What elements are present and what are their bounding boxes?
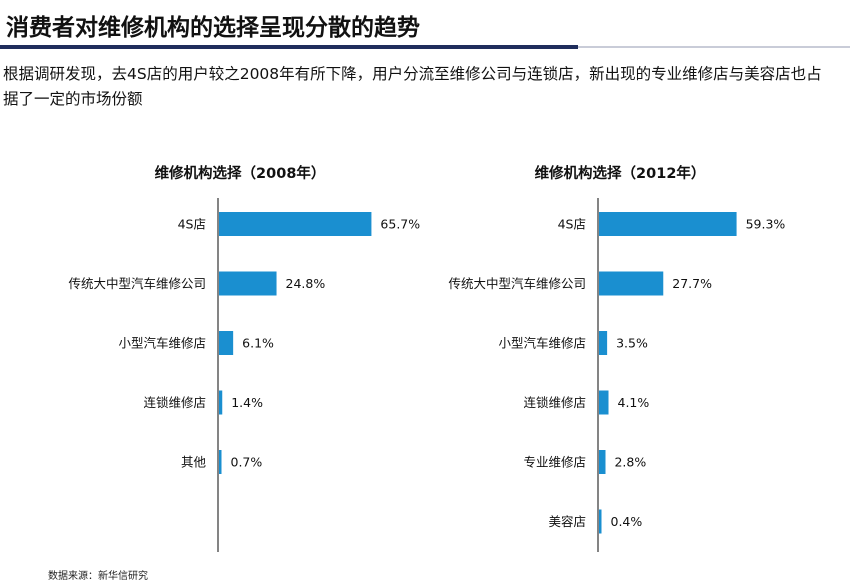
value-label: 65.7% bbox=[380, 217, 420, 232]
value-label: 59.3% bbox=[746, 217, 786, 232]
category-label: 小型汽车维修店 bbox=[498, 336, 586, 351]
bar bbox=[599, 271, 664, 296]
bar bbox=[219, 212, 372, 236]
bar bbox=[219, 390, 223, 415]
bar bbox=[599, 509, 602, 534]
page-subtitle: 根据调研发现，去4S店的用户较之2008年有所下降，用户分流至维修公司与连锁店，… bbox=[3, 65, 822, 108]
chart-title: 维修机构选择（2008年） bbox=[155, 164, 326, 182]
value-label: 0.7% bbox=[231, 455, 263, 470]
category-label: 4S店 bbox=[178, 217, 206, 232]
title-rule-light bbox=[578, 46, 850, 48]
category-label: 美容店 bbox=[548, 514, 586, 529]
page-title: 消费者对维修机构的选择呈现分散的趋势 bbox=[6, 15, 420, 41]
category-label: 传统大中型汽车维修公司 bbox=[448, 276, 586, 291]
source-note: 数据来源：新华信研究 bbox=[48, 571, 148, 582]
value-label: 3.5% bbox=[616, 336, 648, 351]
title-rule bbox=[0, 45, 578, 49]
category-label: 连锁维修店 bbox=[523, 395, 586, 410]
bar bbox=[599, 212, 737, 236]
value-label: 27.7% bbox=[672, 276, 712, 291]
value-label: 6.1% bbox=[242, 336, 274, 351]
value-label: 2.8% bbox=[614, 455, 646, 470]
bar bbox=[599, 450, 606, 474]
category-label: 专业维修店 bbox=[523, 455, 586, 470]
value-label: 4.1% bbox=[618, 395, 650, 410]
value-label: 1.4% bbox=[231, 395, 263, 410]
bar bbox=[219, 450, 222, 474]
bar bbox=[599, 331, 608, 355]
bar bbox=[599, 390, 609, 415]
bar bbox=[219, 271, 277, 296]
category-label: 传统大中型汽车维修公司 bbox=[68, 276, 206, 291]
value-label: 24.8% bbox=[286, 276, 326, 291]
bar bbox=[219, 331, 234, 355]
chart-title: 维修机构选择（2012年） bbox=[535, 164, 706, 182]
category-label: 连锁维修店 bbox=[143, 395, 206, 410]
value-label: 0.4% bbox=[611, 514, 643, 529]
category-label: 4S店 bbox=[558, 217, 586, 232]
charts-area: 维修机构选择（2008年） 4S店 65.7% 传统大中型汽车维修公司 24.8% 小型汽… bbox=[68, 164, 786, 552]
category-label: 其他 bbox=[181, 455, 207, 470]
category-label: 小型汽车维修店 bbox=[118, 336, 206, 351]
